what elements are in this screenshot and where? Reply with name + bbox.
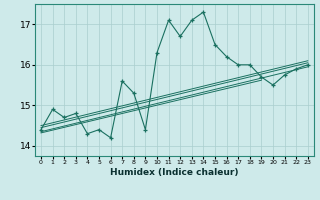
X-axis label: Humidex (Indice chaleur): Humidex (Indice chaleur) bbox=[110, 168, 239, 177]
